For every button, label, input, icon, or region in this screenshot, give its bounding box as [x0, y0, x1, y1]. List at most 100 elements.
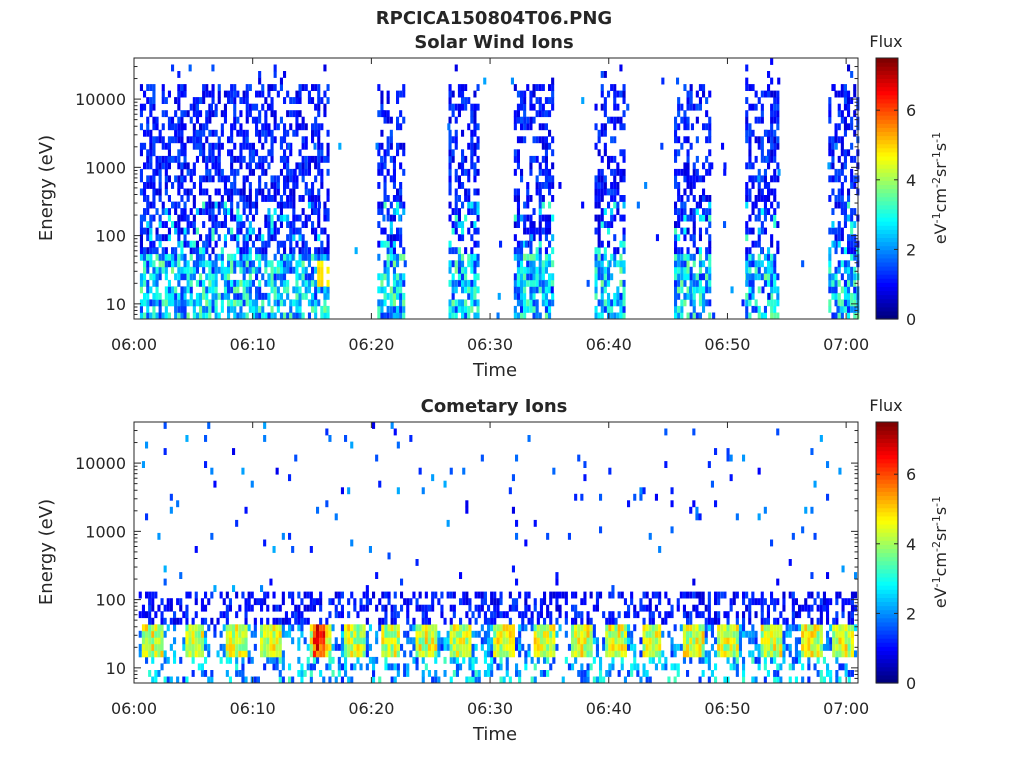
- heatmap-cell: [529, 195, 533, 202]
- heatmap-cell: [311, 227, 315, 235]
- heatmap-cell: [276, 292, 280, 300]
- heatmap-cell: [297, 670, 301, 677]
- heatmap-cell: [326, 195, 330, 202]
- heatmap-cell: [580, 676, 584, 684]
- heatmap-cell: [383, 266, 387, 274]
- heatmap-cell: [600, 195, 604, 202]
- heatmap-cell: [614, 630, 618, 638]
- heatmap-cell: [708, 312, 712, 320]
- heatmap-cell: [760, 260, 764, 268]
- heatmap-cell: [230, 129, 234, 137]
- heatmap-cell: [340, 591, 344, 599]
- heatmap-cell: [751, 650, 755, 658]
- heatmap-cell: [742, 670, 746, 677]
- heatmap-cell: [610, 188, 614, 196]
- heatmap-cell: [319, 598, 323, 606]
- heatmap-cell: [208, 279, 212, 287]
- heatmap-cell: [174, 273, 178, 281]
- heatmap-cell: [171, 116, 175, 124]
- heatmap-cell: [245, 312, 249, 320]
- heatmap-cell: [402, 299, 406, 307]
- heatmap-cell: [323, 208, 327, 215]
- heatmap-cell: [511, 598, 515, 606]
- heatmap-cell: [298, 214, 302, 222]
- heatmap-cell: [356, 630, 360, 638]
- heatmap-cell: [356, 656, 360, 664]
- heatmap-cell: [138, 611, 142, 619]
- heatmap-cell: [292, 227, 296, 235]
- heatmap-cell: [372, 422, 376, 429]
- heatmap-cell: [210, 591, 214, 599]
- heatmap-cell: [323, 312, 327, 320]
- heatmap-cell: [467, 208, 471, 215]
- heatmap-cell: [798, 656, 802, 664]
- heatmap-cell: [548, 175, 552, 183]
- heatmap-cell: [776, 123, 780, 131]
- heatmap-cell: [745, 116, 749, 124]
- heatmap-cell: [223, 214, 227, 222]
- heatmap-cell: [380, 273, 384, 281]
- heatmap-cell: [298, 312, 302, 320]
- heatmap-cell: [828, 116, 832, 124]
- heatmap-cell: [843, 214, 847, 222]
- solar-wind-panel: Solar Wind Ions 06:00 06:10 06:20 06:30 06:4…: [36, 32, 950, 381]
- heatmap-cell: [686, 611, 690, 619]
- heatmap-cell: [180, 312, 184, 320]
- heatmap-cell: [603, 149, 607, 157]
- heatmap-cell: [726, 624, 730, 632]
- heatmap-cell: [840, 273, 844, 281]
- heatmap-cell: [188, 650, 192, 658]
- heatmap-cell: [183, 90, 187, 98]
- heatmap-cell: [745, 292, 749, 300]
- heatmap-cell: [199, 208, 203, 215]
- heatmap-cell: [853, 208, 857, 215]
- heatmap-cell: [263, 663, 267, 671]
- heatmap-cell: [505, 663, 509, 671]
- heatmap-cell: [220, 260, 224, 268]
- heatmap-cell: [708, 201, 712, 209]
- heatmap-cell: [146, 97, 150, 104]
- heatmap-cell: [526, 279, 530, 287]
- heatmap-cell: [490, 637, 494, 645]
- heatmap-cell: [603, 273, 607, 281]
- heatmap-cell: [776, 110, 780, 118]
- heatmap-cell: [623, 650, 627, 658]
- heatmap-cell: [515, 670, 519, 677]
- heatmap-cell: [158, 136, 162, 144]
- heatmap-cell: [523, 201, 527, 209]
- heatmap-cell: [782, 591, 786, 599]
- heatmap-cell: [603, 129, 607, 137]
- solar-wind-ylabel: Energy (eV): [36, 135, 57, 241]
- heatmap-cell: [264, 240, 268, 248]
- heatmap-cell: [160, 598, 164, 606]
- heatmap-cell: [383, 286, 387, 294]
- heatmap-cell: [529, 292, 533, 300]
- heatmap-cell: [580, 624, 584, 632]
- heatmap-cell: [847, 266, 851, 274]
- heatmap-cell: [499, 650, 503, 658]
- heatmap-cell: [194, 546, 198, 553]
- heatmap-cell: [298, 305, 302, 313]
- heatmap-cell: [157, 650, 161, 658]
- heatmap-cell: [754, 630, 758, 638]
- heatmap-cell: [320, 155, 324, 163]
- heatmap-cell: [600, 71, 604, 78]
- heatmap-cell: [399, 162, 403, 170]
- heatmap-cell: [152, 279, 156, 287]
- heatmap-cell: [298, 253, 302, 261]
- heatmap-cell: [470, 253, 474, 261]
- heatmap-cell: [286, 155, 290, 163]
- heatmap-cell: [757, 188, 761, 196]
- heatmap-cell: [389, 201, 393, 209]
- heatmap-cell: [751, 208, 755, 215]
- heatmap-cell: [320, 286, 324, 294]
- heatmap-cell: [642, 624, 646, 632]
- heatmap-cell: [627, 630, 631, 638]
- heatmap-cell: [776, 103, 780, 111]
- heatmap-cell: [189, 286, 193, 294]
- heatmap-cell: [698, 234, 702, 242]
- heatmap-cell: [748, 279, 752, 287]
- heatmap-cell: [399, 110, 403, 118]
- heatmap-cell: [843, 84, 847, 91]
- heatmap-cell: [549, 617, 553, 625]
